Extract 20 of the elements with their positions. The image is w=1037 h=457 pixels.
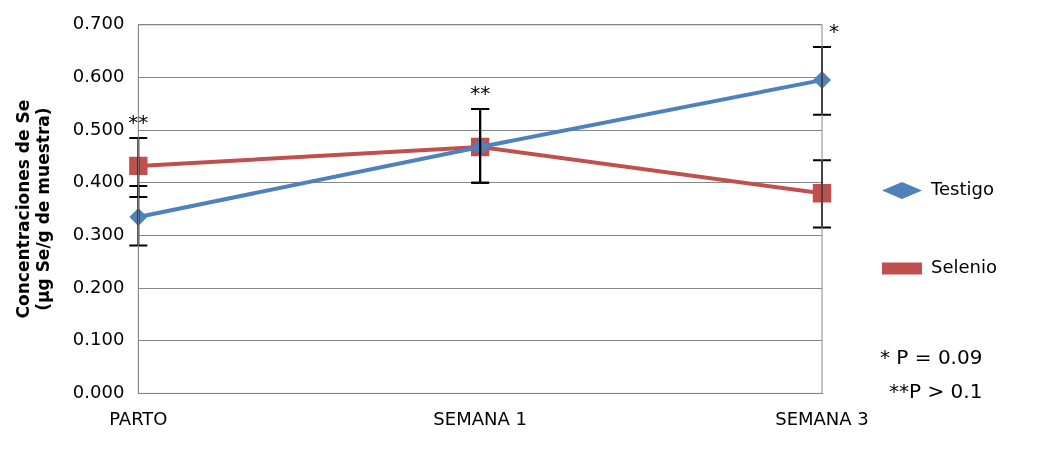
- y-tick-label: 0.700: [72, 12, 125, 34]
- annotation: **: [470, 81, 491, 106]
- y-tick-label: 0.100: [72, 328, 125, 350]
- point: [129, 156, 148, 176]
- text: **P > 0.1: [888, 378, 983, 405]
- y-axis-title: Concentraciones de Se (µg Se/g de muestra): [12, 99, 54, 319]
- text: * P = 0.09: [880, 344, 983, 371]
- y-tick-label: 0.000: [72, 381, 125, 403]
- legend-label: Selenio: [931, 256, 997, 278]
- y-tick-label: 0.500: [72, 117, 125, 139]
- x-tick-label: PARTO: [109, 407, 168, 429]
- legend-label: Testigo: [930, 178, 994, 200]
- annotation: **: [128, 110, 149, 135]
- y-tick-label: 0.600: [72, 65, 125, 87]
- y-tick-label: 0.400: [72, 170, 125, 192]
- x-tick-label: SEMANA 1: [433, 407, 527, 429]
- y-tick-label: 0.300: [72, 223, 125, 245]
- text: *: [829, 19, 839, 44]
- y-tick-label: 0.200: [72, 275, 125, 297]
- x-tick-label: SEMANA 3: [775, 407, 869, 429]
